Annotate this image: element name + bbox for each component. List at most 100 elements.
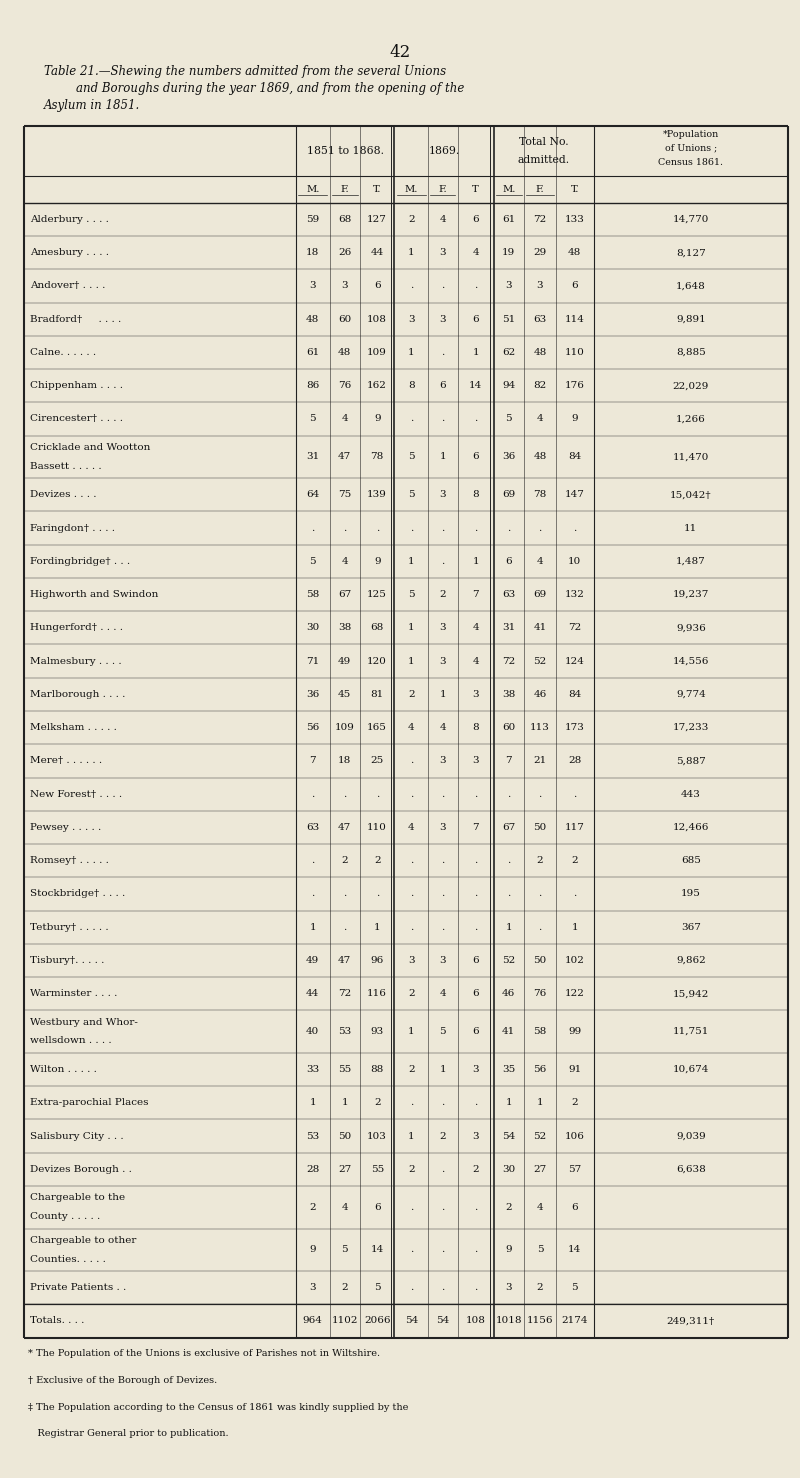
Text: .: .: [311, 523, 314, 532]
Text: 5: 5: [537, 1246, 543, 1255]
Text: .: .: [474, 890, 478, 899]
Text: 5: 5: [408, 491, 414, 500]
Text: 47: 47: [338, 452, 351, 461]
Text: .: .: [410, 890, 413, 899]
Text: .: .: [441, 414, 445, 424]
Text: 3: 3: [310, 1283, 316, 1292]
Text: 109: 109: [335, 723, 354, 732]
Text: Faringdon† . . . .: Faringdon† . . . .: [30, 523, 115, 532]
Text: .: .: [410, 414, 413, 424]
Text: 4: 4: [472, 248, 479, 257]
Text: 14: 14: [370, 1246, 384, 1255]
Text: F.: F.: [438, 185, 447, 194]
Text: 28: 28: [568, 757, 582, 766]
Text: 6: 6: [472, 452, 479, 461]
Text: Mere† . . . . . .: Mere† . . . . . .: [30, 757, 102, 766]
Text: 40: 40: [306, 1027, 319, 1036]
Text: 1156: 1156: [526, 1317, 554, 1326]
Text: 9: 9: [571, 414, 578, 424]
Text: 3: 3: [472, 757, 479, 766]
Text: 2: 2: [310, 1203, 316, 1212]
Text: 6: 6: [506, 557, 512, 566]
Text: 41: 41: [502, 1027, 515, 1036]
Text: 2: 2: [408, 1066, 414, 1075]
Text: Total No.: Total No.: [518, 137, 569, 146]
Text: 72: 72: [502, 656, 515, 665]
Text: 103: 103: [367, 1132, 387, 1141]
Text: .: .: [538, 922, 542, 931]
Text: New Forest† . . . .: New Forest† . . . .: [30, 789, 122, 798]
Text: 5: 5: [310, 414, 316, 424]
Text: 2: 2: [439, 1132, 446, 1141]
Text: 72: 72: [534, 214, 546, 225]
Text: 3: 3: [472, 690, 479, 699]
Text: Salisbury City . . .: Salisbury City . . .: [30, 1132, 124, 1141]
Text: 68: 68: [370, 624, 384, 633]
Text: .: .: [474, 523, 478, 532]
Text: 113: 113: [530, 723, 550, 732]
Text: 82: 82: [534, 381, 546, 390]
Text: 127: 127: [367, 214, 387, 225]
Text: 76: 76: [338, 381, 351, 390]
Text: Pewsey . . . . .: Pewsey . . . . .: [30, 823, 102, 832]
Text: 15,042†: 15,042†: [670, 491, 712, 500]
Text: 41: 41: [534, 624, 546, 633]
Text: 11,751: 11,751: [673, 1027, 709, 1036]
Text: Cirencester† . . . .: Cirencester† . . . .: [30, 414, 123, 424]
Text: .: .: [410, 1283, 413, 1292]
Text: 94: 94: [502, 381, 515, 390]
Text: 52: 52: [534, 656, 546, 665]
Text: 1: 1: [342, 1098, 348, 1107]
Text: .: .: [410, 757, 413, 766]
Text: .: .: [343, 890, 346, 899]
Text: 173: 173: [565, 723, 585, 732]
Text: 4: 4: [439, 214, 446, 225]
Text: 2: 2: [571, 1098, 578, 1107]
Text: and Boroughs during the year 1869, and from the opening of the: and Boroughs during the year 1869, and f…: [76, 81, 464, 95]
Text: admitted.: admitted.: [518, 155, 570, 166]
Text: 2: 2: [537, 1283, 543, 1292]
Text: 48: 48: [306, 315, 319, 324]
Text: Romsey† . . . . .: Romsey† . . . . .: [30, 856, 110, 865]
Text: 56: 56: [306, 723, 319, 732]
Text: 1018: 1018: [495, 1317, 522, 1326]
Text: .: .: [441, 856, 445, 865]
Text: 96: 96: [370, 956, 384, 965]
Text: 9,891: 9,891: [676, 315, 706, 324]
Text: 31: 31: [306, 452, 319, 461]
Text: 5: 5: [408, 452, 414, 461]
Text: 116: 116: [367, 989, 387, 998]
Text: 5: 5: [571, 1283, 578, 1292]
Text: 61: 61: [502, 214, 515, 225]
Text: 88: 88: [370, 1066, 384, 1075]
Text: 84: 84: [568, 690, 582, 699]
Text: Westbury and Whor-: Westbury and Whor-: [30, 1018, 138, 1027]
Text: 7: 7: [472, 823, 479, 832]
Text: 6: 6: [571, 1203, 578, 1212]
Text: 1: 1: [408, 656, 414, 665]
Text: 125: 125: [367, 590, 387, 599]
Text: *Population: *Population: [662, 130, 719, 139]
Text: 35: 35: [502, 1066, 515, 1075]
Text: 4: 4: [537, 1203, 543, 1212]
Text: 2: 2: [439, 590, 446, 599]
Text: 5: 5: [310, 557, 316, 566]
Text: 1869.: 1869.: [428, 146, 460, 155]
Text: 47: 47: [338, 956, 351, 965]
Text: 69: 69: [502, 491, 515, 500]
Text: 9,862: 9,862: [676, 956, 706, 965]
Text: Fordingbridge† . . .: Fordingbridge† . . .: [30, 557, 130, 566]
Text: 63: 63: [502, 590, 515, 599]
Text: 124: 124: [565, 656, 585, 665]
Text: .: .: [410, 1098, 413, 1107]
Text: 443: 443: [681, 789, 701, 798]
Text: Chargeable to other: Chargeable to other: [30, 1236, 137, 1244]
Text: 56: 56: [534, 1066, 546, 1075]
Text: 55: 55: [370, 1165, 384, 1174]
Text: 1: 1: [408, 347, 414, 358]
Text: 1: 1: [472, 557, 479, 566]
Text: 1: 1: [310, 1098, 316, 1107]
Text: .: .: [343, 789, 346, 798]
Text: 51: 51: [502, 315, 515, 324]
Text: 7: 7: [310, 757, 316, 766]
